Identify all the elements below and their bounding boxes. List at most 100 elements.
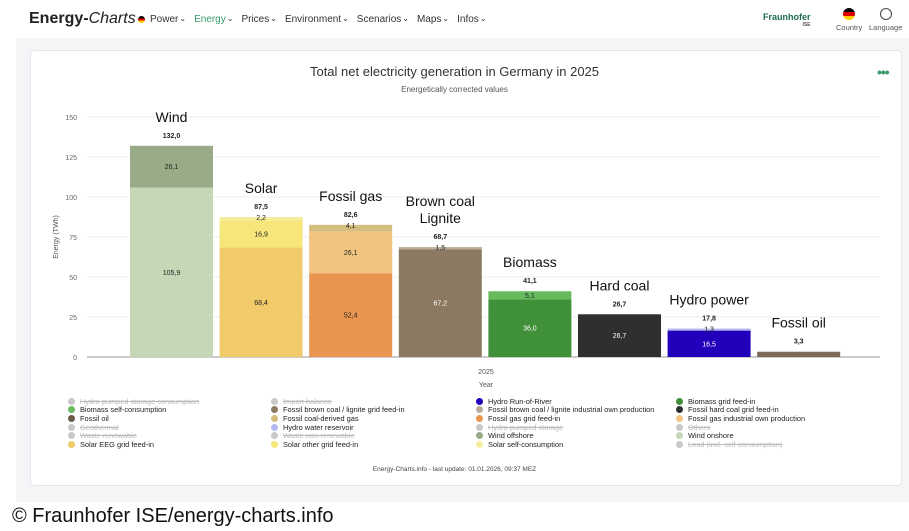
legend-dot-icon	[68, 432, 75, 440]
segment-value-label: 1,5	[435, 245, 445, 252]
legend-item[interactable]: Fossil oil	[68, 414, 271, 423]
x-axis-label: Year	[479, 382, 494, 389]
legend-item[interactable]: Import balance	[271, 397, 476, 406]
bar-segment[interactable]	[309, 231, 393, 274]
energy-charts-logo[interactable]: Energy-Charts	[29, 10, 145, 28]
segment-value-label: 26,1	[165, 164, 179, 171]
language-label: Language	[869, 23, 903, 32]
category-label: Wind	[156, 109, 188, 125]
legend-label: Solar self-consumption	[488, 439, 564, 449]
nav-prices[interactable]: Prices	[241, 14, 270, 25]
chevron-down-icon: ⌄	[270, 14, 277, 23]
nav-power[interactable]: Power	[150, 14, 179, 25]
bar-total-label: 26,7	[613, 301, 627, 308]
legend-dot-icon	[68, 397, 75, 405]
segment-value-label: 2,2	[256, 215, 266, 222]
bar-segment[interactable]	[130, 187, 213, 357]
legend-label: Import balance	[283, 396, 332, 406]
legend-label: Biomass self-consumption	[80, 405, 167, 415]
legend-item[interactable]: Biomass self-consumption	[68, 405, 271, 415]
nav-maps[interactable]: Maps	[416, 14, 442, 25]
legend-item[interactable]: Fossil gas grid feed-in	[476, 414, 676, 423]
legend-item[interactable]: Hydro Run-of-River	[476, 397, 676, 406]
legend-item[interactable]: Wind onshore	[676, 431, 886, 440]
segment-value-label: 67,2	[433, 301, 447, 308]
bar-segment[interactable]	[219, 247, 303, 357]
y-tick-label: 0	[73, 355, 77, 362]
y-tick-label: 50	[69, 275, 77, 282]
legend-dot-icon	[68, 440, 75, 448]
chevron-down-icon: ⌄	[402, 14, 409, 23]
more-options-icon[interactable]: •••	[877, 64, 890, 80]
legend-item[interactable]: Waste renewable	[68, 431, 271, 440]
bar-segment[interactable]	[398, 249, 482, 357]
chart-subtitle: Energetically corrected values	[401, 85, 508, 94]
legend-label: Fossil hard coal grid feed-in	[688, 405, 779, 415]
category-label: Hydro power	[669, 292, 749, 308]
legend-item[interactable]: Biomass grid feed-in	[676, 397, 886, 406]
bar-segment[interactable]	[309, 273, 393, 357]
legend-item[interactable]: Fossil coal-derived gas	[271, 414, 476, 423]
legend-item[interactable]: Wind offshore	[476, 431, 676, 440]
legend-label: Fossil brown coal / lignite grid feed-in	[283, 405, 405, 415]
legend-label: Hydro water reservoir	[283, 422, 354, 432]
logo-text: Energy-	[29, 10, 89, 27]
category-label: Brown coal	[406, 193, 475, 209]
legend-item[interactable]: Fossil hard coal grid feed-in	[676, 405, 886, 415]
bar-segment[interactable]	[219, 220, 303, 248]
bar-segment[interactable]	[667, 328, 751, 331]
bar-segment[interactable]	[757, 351, 841, 357]
segment-value-label: 1,3	[704, 327, 714, 334]
legend-item[interactable]: Hydro water reservoir	[271, 423, 476, 432]
legend-item[interactable]: Solar other grid feed-in	[271, 440, 476, 449]
brand-text: Fraunhofer	[763, 12, 811, 22]
bar-segment[interactable]	[488, 299, 572, 357]
legend-label: Biomass grid feed-in	[688, 396, 756, 406]
chevron-down-icon: ⌄	[342, 14, 349, 23]
legend-dot-icon	[676, 414, 683, 422]
legend-item[interactable]: Fossil gas industrial own production	[676, 414, 886, 423]
bar-segment[interactable]	[578, 314, 661, 357]
nav-scenarios[interactable]: Scenarios	[356, 14, 402, 25]
legend-label: Hydro pumped storage	[488, 422, 564, 432]
language-button[interactable]: Language	[869, 8, 902, 32]
y-tick-label: 125	[65, 155, 77, 162]
bar-chart: 0 25 50 75 100 125 150 Energy (TWh) 2025 Year 105,…	[53, 109, 880, 389]
bar-segment[interactable]	[309, 224, 393, 232]
legend-item[interactable]: Fossil brown coal / lignite industrial o…	[476, 405, 676, 414]
legend-item[interactable]: Load (incl. self-consumption)	[676, 440, 886, 449]
legend-item[interactable]: Solar self-consumption	[476, 440, 676, 449]
bar-segment[interactable]	[219, 217, 303, 221]
legend-label: Fossil gas grid feed-in	[488, 413, 561, 423]
legend-item[interactable]: Hydro pumped storage	[476, 423, 676, 432]
bar-segment[interactable]	[488, 291, 572, 300]
country-button[interactable]: Country	[836, 8, 862, 32]
legend-item[interactable]: Waste non-renewable	[271, 431, 476, 440]
segment-value-label: 26,1	[344, 250, 358, 257]
legend-label: Hydro pumped storage consumption	[80, 396, 200, 406]
bar-segment[interactable]	[667, 330, 751, 357]
nav-environment[interactable]: Environment	[284, 14, 342, 25]
logo-text-italic: Charts	[88, 10, 136, 27]
legend-dot-icon	[676, 397, 683, 405]
legend-item[interactable]: Hydro pumped storage consumption	[68, 397, 271, 406]
bar-segment[interactable]	[130, 145, 213, 188]
y-axis-label: Energy (TWh)	[53, 215, 60, 259]
legend-label: Fossil coal-derived gas	[283, 413, 359, 423]
legend-dot-icon	[476, 440, 483, 448]
segment-value-label: 26,7	[613, 333, 627, 340]
legend-item[interactable]: Solar EEG grid feed-in	[68, 440, 271, 449]
bar-segment[interactable]	[398, 247, 482, 250]
nav-energy[interactable]: Energy	[194, 14, 226, 25]
legend-label: Solar other grid feed-in	[283, 439, 359, 449]
legend-item[interactable]: Others	[676, 423, 886, 432]
fraunhofer-logo[interactable]: Fraunhofer ISE	[763, 12, 811, 28]
legend-dot-icon	[271, 397, 278, 405]
nav-infos[interactable]: Infos	[457, 14, 479, 25]
legend-item[interactable]: Geothermal	[68, 423, 271, 432]
legend-dot-icon	[271, 440, 278, 448]
main-nav: Power ⌄ Energy ⌄ Prices ⌄ Environment ⌄ Scenario…	[150, 14, 487, 25]
legend-dot-icon	[68, 423, 75, 431]
legend-item[interactable]: Fossil brown coal / lignite grid feed-in	[271, 405, 476, 415]
bar-total-label: 41,1	[523, 278, 537, 285]
